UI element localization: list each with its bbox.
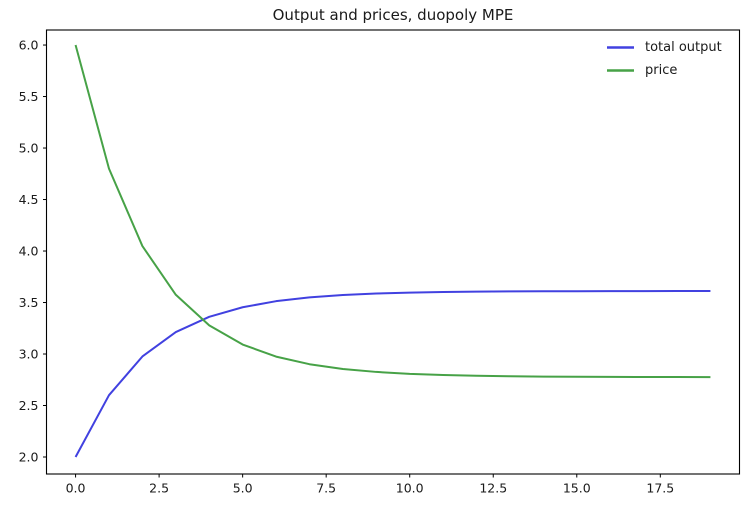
x-tick-label: 15.0 xyxy=(563,481,591,496)
y-tick-label: 2.5 xyxy=(19,398,39,413)
x-tick-label: 5.0 xyxy=(233,481,253,496)
x-tick-label: 12.5 xyxy=(479,481,507,496)
legend-label-price: price xyxy=(645,63,677,78)
y-tick-label: 4.5 xyxy=(19,192,39,207)
legend: total output price xyxy=(607,40,722,78)
y-tick-label: 5.0 xyxy=(19,141,39,156)
y-tick-label: 6.0 xyxy=(19,38,39,53)
x-axis: 0.0 2.5 5.0 7.5 10.0 12.5 15.0 17.5 xyxy=(66,474,674,496)
y-tick-label: 4.0 xyxy=(19,244,39,259)
chart-title: Output and prices, duopoly MPE xyxy=(273,6,514,24)
plot-frame xyxy=(45,29,741,475)
x-tick-label: 2.5 xyxy=(149,481,169,496)
y-tick-label: 3.5 xyxy=(19,295,39,310)
line-price xyxy=(74,44,711,379)
y-axis: 2.0 2.5 3.0 3.5 4.0 4.5 5.0 5.5 6.0 xyxy=(19,38,47,465)
line-total-output xyxy=(74,289,711,458)
x-tick-label: 0.0 xyxy=(66,481,86,496)
legend-label-total-output: total output xyxy=(645,40,722,55)
x-tick-label: 17.5 xyxy=(646,481,674,496)
series-lines xyxy=(74,44,711,458)
y-tick-label: 2.0 xyxy=(19,450,39,465)
y-tick-label: 5.5 xyxy=(19,89,39,104)
x-tick-label: 10.0 xyxy=(396,481,424,496)
y-tick-label: 3.0 xyxy=(19,347,39,362)
x-tick-label: 7.5 xyxy=(316,481,336,496)
